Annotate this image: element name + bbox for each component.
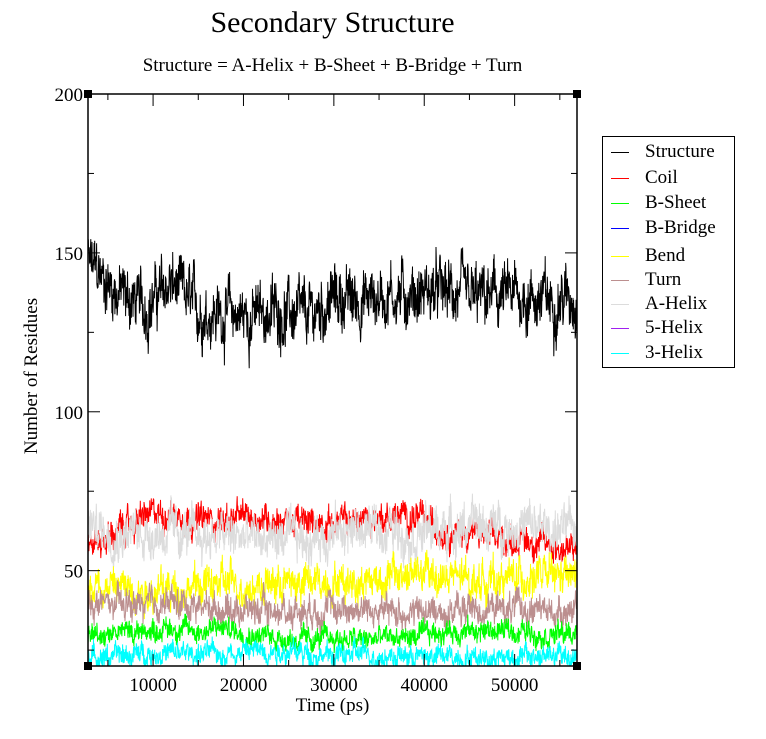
series-line-turn (88, 579, 577, 636)
legend-swatch (611, 227, 629, 229)
legend-label: Bend (645, 245, 686, 266)
corner-marker (573, 90, 581, 98)
legend-swatch (611, 177, 629, 179)
corner-marker (84, 90, 92, 98)
legend-item-bend: Bend (611, 244, 685, 268)
legend-swatch (611, 327, 629, 329)
y-tick-label: 100 (55, 403, 84, 424)
corner-markers (84, 90, 581, 670)
legend-swatch (611, 151, 629, 153)
tick-layer: 10000 20000 30000 40000 50000 50 100 150 200 (55, 85, 577, 696)
legend-item-structure: Structure (611, 140, 715, 164)
series-layer (88, 239, 577, 730)
legend-label: Structure (645, 141, 715, 162)
legend-swatch (611, 279, 629, 281)
legend-label: 5-Helix (645, 317, 704, 338)
legend-swatch (611, 303, 629, 305)
y-axis-label: Number of Residues (21, 297, 42, 455)
legend-swatch (611, 352, 629, 354)
y-tick-label: 200 (55, 85, 84, 106)
x-tick-label: 10000 (129, 675, 177, 696)
legend-item-a-helix: A-Helix (611, 292, 707, 316)
corner-marker (84, 662, 92, 670)
series-line-a-helix (88, 493, 577, 570)
legend-label: Turn (645, 269, 682, 290)
legend-item-turn: Turn (611, 268, 681, 292)
x-tick-label: 50000 (491, 675, 539, 696)
x-tick-label: 40000 (400, 675, 448, 696)
legend-item-b-bridge: B-Bridge (611, 216, 716, 240)
legend-label: A-Helix (645, 293, 708, 314)
legend-item-5-helix: 5-Helix (611, 316, 703, 340)
legend-label: 3-Helix (645, 342, 704, 363)
legend-label: Coil (645, 167, 678, 188)
y-tick-label: 150 (55, 244, 84, 265)
series-line-structure (88, 239, 577, 369)
y-tick-label: 50 (64, 562, 83, 583)
series-line-3-helix (88, 636, 577, 666)
legend-label: B-Bridge (645, 217, 716, 238)
legend-item-3-helix: 3-Helix (611, 341, 703, 365)
legend-item-coil: Coil (611, 166, 678, 190)
plot-frame (87, 93, 578, 667)
legend-item-b-sheet: B-Sheet (611, 191, 706, 215)
x-tick-label: 20000 (220, 675, 268, 696)
legend-swatch (611, 255, 629, 257)
legend: Structure Coil B-Sheet B-Bridge Bend Tur… (602, 136, 735, 368)
corner-marker (573, 662, 581, 670)
series-line-b-bridge (88, 716, 577, 730)
chart-subtitle: Structure = A-Helix + B-Sheet + B-Bridge… (142, 55, 523, 76)
chart-title: Secondary Structure (210, 6, 455, 39)
legend-label: B-Sheet (645, 192, 707, 213)
x-axis-label: Time (ps) (295, 695, 370, 716)
x-tick-label: 30000 (310, 675, 358, 696)
legend-swatch (611, 202, 629, 204)
series-line-b-sheet (88, 613, 577, 654)
